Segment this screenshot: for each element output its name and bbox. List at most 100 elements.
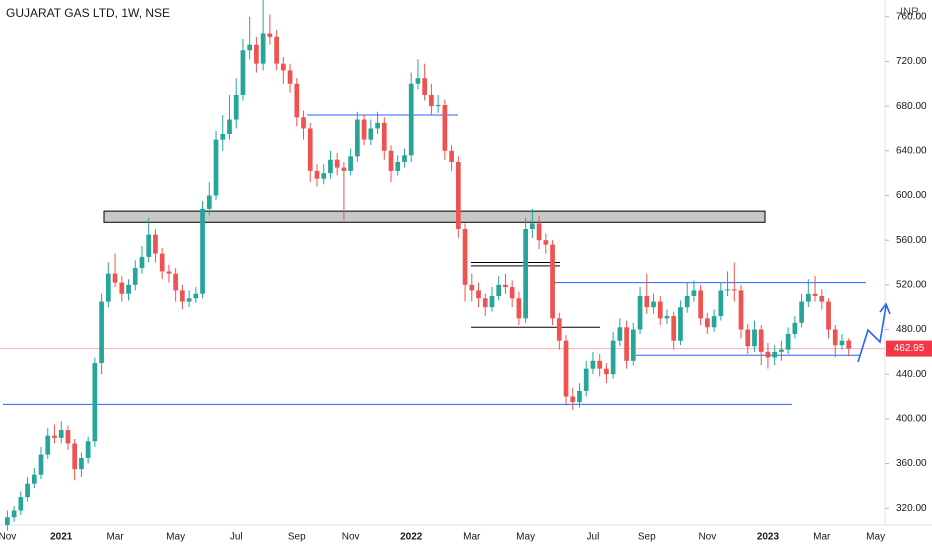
candle-body	[180, 290, 185, 302]
candle-body	[280, 63, 286, 71]
candle-body	[307, 128, 313, 171]
y-tick-label: 760.00	[896, 11, 927, 22]
candle-body	[388, 150, 394, 171]
candle-body	[738, 290, 744, 330]
candle-body	[469, 284, 475, 291]
arrow-drawing	[857, 302, 891, 363]
candle-body	[644, 296, 650, 308]
candle-body	[496, 284, 502, 297]
candle-body	[173, 273, 178, 291]
candle-body	[334, 159, 340, 168]
x-tick-label: Nov	[698, 532, 716, 543]
y-tick-label: 480.00	[896, 324, 927, 335]
y-tick-label: 560.00	[896, 235, 927, 246]
candle-body	[381, 122, 387, 151]
candle-body	[698, 290, 703, 319]
candle-body	[530, 223, 535, 229]
candle-body	[52, 435, 57, 438]
x-tick-label: Nov	[342, 532, 360, 543]
candle-body	[294, 83, 300, 118]
y-tick-label: 440.00	[896, 369, 927, 380]
candle-body	[31, 474, 37, 484]
candle-body	[805, 293, 811, 302]
candle-body	[731, 289, 737, 291]
candle-body	[361, 119, 367, 140]
candle-body	[442, 105, 448, 151]
candle-body	[402, 155, 407, 162]
x-tick-label: Mar	[813, 532, 831, 543]
candle-body	[684, 296, 690, 308]
axis-label: INR	[900, 6, 919, 18]
candle-body	[691, 290, 697, 297]
candle-body	[301, 117, 306, 129]
candle-body	[556, 318, 562, 341]
candle-body	[132, 268, 138, 285]
candle-body	[105, 273, 111, 302]
y-tick-label: 320.00	[896, 503, 927, 514]
y-tick-label: 520.00	[896, 279, 927, 290]
candle-body	[79, 457, 84, 470]
candle-body	[671, 316, 677, 341]
candle-body	[725, 289, 730, 291]
candle-body	[341, 167, 347, 171]
y-tick-label: 600.00	[896, 190, 927, 201]
candle-body	[563, 340, 569, 397]
x-tick-label: Mar	[106, 532, 124, 543]
candle-body	[65, 430, 71, 444]
candle-body	[455, 161, 461, 229]
candle-body	[139, 256, 145, 269]
candle-body	[233, 94, 239, 120]
candle-body	[206, 195, 212, 209]
x-tick-label: Jul	[587, 532, 600, 543]
candle-body	[193, 293, 199, 299]
candle-body	[617, 327, 623, 341]
x-tick-label: 2023	[757, 532, 780, 543]
x-tick-label: Mar	[463, 532, 481, 543]
candle-body	[489, 296, 495, 308]
candle-body	[18, 497, 24, 511]
candle-body	[711, 316, 717, 328]
candle-body	[58, 430, 64, 438]
candle-body	[590, 360, 596, 369]
candle-body	[543, 240, 549, 245]
x-tick-label: 2021	[50, 532, 73, 543]
candle-body	[186, 298, 192, 302]
x-tick-label: Sep	[288, 532, 306, 543]
candle-body	[826, 301, 831, 330]
candle-body	[260, 33, 266, 64]
candle-body	[752, 329, 757, 347]
candle-body	[422, 78, 428, 95]
candle-body	[550, 244, 555, 319]
candle-body	[247, 44, 253, 51]
candle-body	[449, 150, 454, 162]
candle-body	[99, 301, 104, 364]
candle-body	[604, 368, 609, 375]
candle-body	[254, 44, 259, 64]
candle-body	[718, 290, 724, 317]
candle-body	[368, 128, 374, 140]
candle-body	[678, 307, 683, 341]
candle-body	[415, 78, 421, 84]
candle-body	[765, 351, 771, 358]
candle-body	[375, 122, 380, 129]
candle-body	[328, 159, 333, 174]
candle-body	[45, 435, 51, 455]
candle-body	[651, 301, 656, 308]
y-tick-label: 720.00	[896, 56, 927, 67]
candle-body	[832, 329, 838, 346]
x-tick-label: Jul	[230, 532, 243, 543]
candle-body	[624, 327, 629, 361]
y-tick-label: 640.00	[896, 145, 927, 156]
candle-body	[799, 301, 804, 323]
x-tick-label: Nov	[0, 532, 16, 543]
candle-body	[839, 340, 845, 346]
zone	[103, 210, 766, 223]
candle-body	[705, 318, 710, 328]
candle-body	[11, 510, 17, 518]
candle-body	[321, 173, 327, 179]
y-tick-label: 400.00	[896, 414, 927, 425]
candle-body	[610, 340, 616, 375]
candle-body	[509, 287, 515, 299]
